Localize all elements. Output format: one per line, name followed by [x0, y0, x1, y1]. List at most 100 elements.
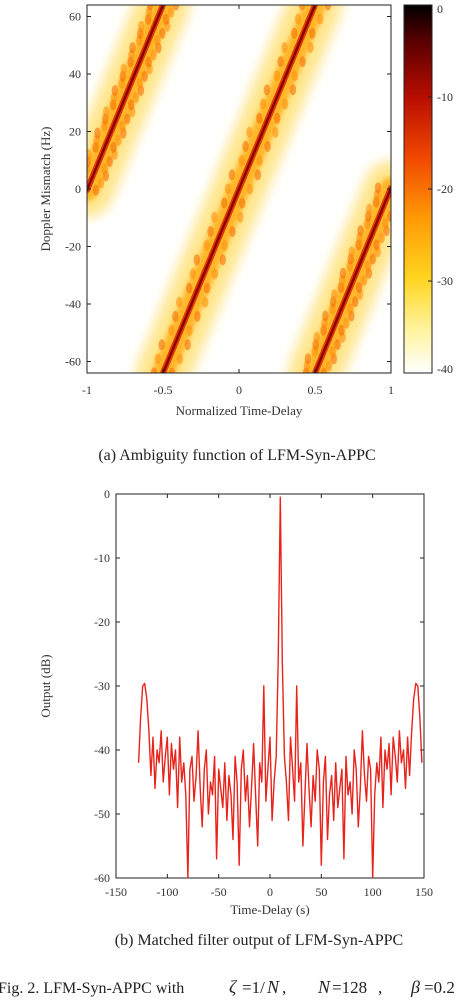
sidelobe-blob	[136, 77, 144, 89]
heatmap-image	[77, 5, 402, 373]
sidelobe-blob	[392, 204, 398, 215]
sidelobe-blob	[263, 84, 271, 96]
sidelobe-blob	[168, 325, 175, 337]
sidelobe-blob	[373, 239, 380, 251]
sidelobe-blob	[228, 169, 236, 181]
N-symbol: N	[317, 977, 331, 997]
sidelobe-blob	[219, 254, 226, 266]
colorbar-tick-label: 0	[437, 2, 443, 16]
heatmap-ytick-label: -40	[65, 297, 81, 311]
sidelobe-blob	[207, 225, 214, 237]
sidelobe-blob	[184, 339, 191, 351]
heatmap-ridges	[87, 5, 391, 373]
sidelobe-blob	[309, 27, 316, 39]
sidelobe-blob	[366, 203, 373, 215]
sidelobe-blob	[357, 225, 364, 237]
sidelobe-blob	[256, 155, 263, 167]
sidelobe-blob	[77, 170, 83, 181]
zeta-N: N	[266, 977, 280, 997]
sidelobe-blob	[316, 13, 324, 25]
sidelobe-blob	[202, 296, 209, 308]
sidelobe-blob	[167, 6, 175, 18]
sidelobe-blob	[374, 182, 382, 194]
colorbar-ticks: 0 -10 -20 -30 -40	[428, 2, 453, 376]
sidelobe-blob	[158, 339, 165, 351]
sidelobe-blob	[238, 197, 246, 209]
line-ytick-label: 0	[104, 487, 110, 501]
colorbar-tick-label: -20	[437, 182, 453, 196]
sidelobe-blob	[320, 367, 328, 373]
sidelobe-blob	[211, 268, 219, 280]
sidelobe-blob	[390, 201, 391, 204]
sidelobe-blob	[329, 346, 336, 358]
sidelobe-blob	[334, 339, 341, 351]
sidelobe-blob	[242, 141, 249, 153]
sidelobe-blob	[189, 268, 197, 280]
sidelobe-blob	[172, 5, 180, 11]
sidelobe-blob	[313, 331, 320, 343]
caption-b: (b) Matched filter output of LFM-Syn-APP…	[115, 932, 403, 949]
line-xtick-label: 0	[267, 885, 273, 899]
sidelobe-blob	[101, 163, 108, 175]
sidelobe-blob	[246, 126, 253, 138]
sidelobe-blob	[330, 289, 338, 301]
sidelobe-blob	[129, 42, 136, 54]
heatmap-xtick-label: -0.5	[154, 383, 173, 397]
heatmap-ytick-label: -20	[65, 240, 81, 254]
sidelobe-blob	[322, 310, 329, 322]
sidelobe-blob	[186, 325, 193, 337]
sidelobe-blob	[102, 106, 110, 118]
sidelobe-blob	[162, 13, 170, 25]
sidelobe-blob	[194, 310, 201, 322]
colorbar-tick-label: -30	[437, 274, 453, 288]
sidelobe-blob	[87, 149, 92, 161]
figure-caption-prefix: Fig. 2. LFM-Syn-APPC with	[0, 980, 184, 997]
sidelobe-blob	[396, 189, 402, 200]
sidelobe-blob	[360, 274, 368, 286]
sidelobe-blob	[291, 70, 298, 82]
ridge-core	[313, 186, 391, 373]
sidelobe-blob	[238, 155, 245, 167]
sidelobe-blob	[307, 41, 314, 53]
heatmap-sidelobes	[77, 5, 402, 373]
beta-symbol: β	[410, 977, 420, 997]
line-xlabel: Time-Delay (s)	[230, 902, 309, 917]
sidelobe-blob	[132, 92, 140, 104]
sidelobe-blob	[150, 367, 158, 373]
sidelobe-blob	[246, 183, 254, 195]
sidelobe-blob	[378, 232, 385, 244]
line-ytick-label: -60	[94, 871, 110, 885]
sidelobe-blob	[221, 240, 228, 252]
sidelobe-blob	[110, 141, 117, 153]
line-ytick-label: -20	[94, 615, 110, 629]
sidelobe-blob	[298, 5, 306, 11]
figure-caption: Fig. 2. LFM-Syn-APPC with ζ =1/ N , N =1…	[0, 977, 455, 997]
sidelobe-blob	[141, 70, 148, 82]
sidelobe-blob	[274, 112, 281, 124]
separator-1: ,	[282, 978, 286, 997]
sidelobe-blob	[138, 20, 145, 32]
zeta-value: =1/	[242, 978, 265, 997]
heatmap-ytick-label: 60	[69, 10, 81, 24]
sidelobe-blob	[364, 260, 372, 272]
sidelobe-blob	[176, 296, 183, 308]
sidelobe-blob	[369, 253, 376, 265]
sidelobe-blob	[120, 63, 127, 75]
sidelobe-blob	[106, 156, 113, 168]
heatmap-panel: -1 -0.5 0 0.5 1 60 40 20 0 -20 -40 -60 Normalized T…	[38, 4, 402, 418]
sidelobe-blob	[281, 98, 289, 110]
line-ylabel: Output (dB)	[38, 654, 53, 717]
sidelobe-blob	[256, 112, 263, 124]
line-axes: -150 -100 -50 0 50 100 150 0 -10 -20 -30 -40 -50 -60	[94, 487, 433, 899]
sidelobe-blob	[185, 282, 193, 294]
sidelobe-blob	[145, 56, 152, 68]
ridge-core	[87, 5, 165, 192]
line-panel: -150 -100 -50 0 50 100 1500-10-20-30-40-50-60 …	[38, 487, 433, 917]
sidelobe-blob	[273, 70, 280, 82]
heatmap-xlabel: Normalized Time-Delay	[176, 403, 303, 418]
line-xtick-label: 150	[415, 885, 433, 899]
separator-2: ,	[378, 978, 382, 997]
sidelobe-blob	[339, 267, 347, 279]
sidelobe-blob	[324, 5, 332, 11]
